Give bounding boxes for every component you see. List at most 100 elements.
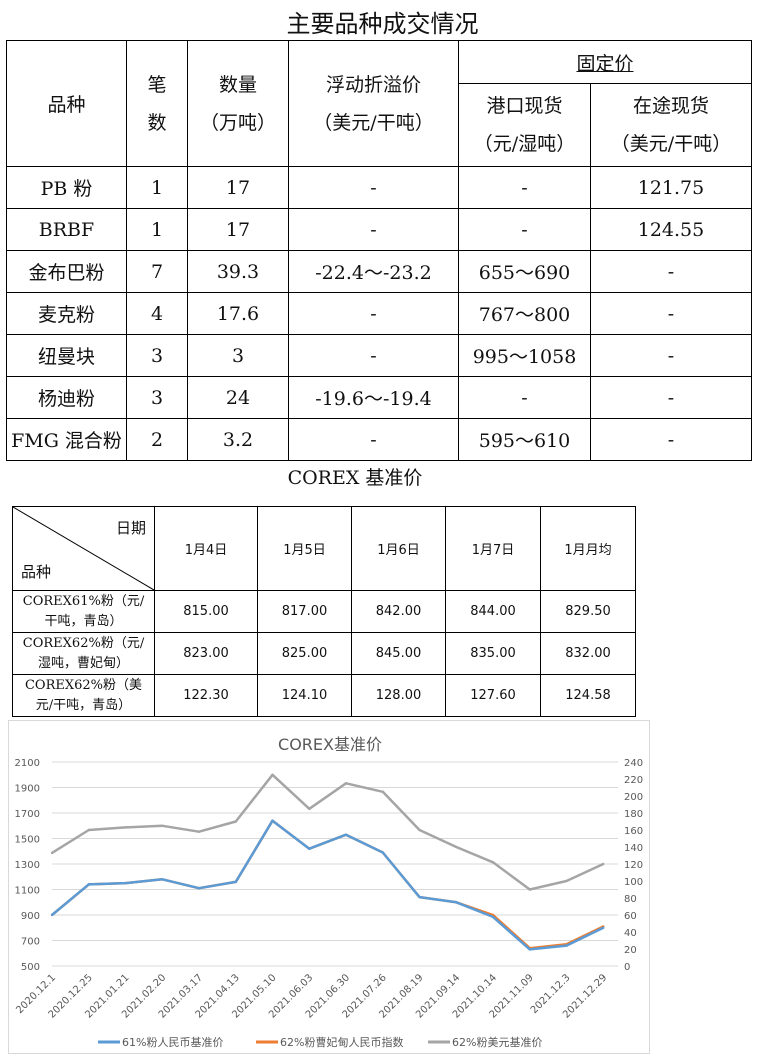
header-port: 港口现货 （元/湿吨）: [458, 83, 591, 167]
y-right-tick: 80: [624, 894, 637, 905]
series-line-2: [51, 773, 604, 891]
table-cell: 1: [126, 208, 188, 251]
table-row: COREX62%粉（美 元/干吨，青岛） 122.30 124.10 128.00 127…: [12, 674, 636, 717]
table-cell: 17: [187, 208, 289, 251]
table-cell: -: [590, 418, 752, 461]
qty-unit: （万吨）: [199, 111, 276, 134]
y-right-tick: 20: [624, 945, 637, 956]
data-point: [124, 826, 127, 829]
table-cell: -: [590, 250, 752, 293]
table-cell: 124.55: [590, 208, 752, 251]
table-row: FMG 混合粉 2 3.2-595～610-: [6, 418, 752, 461]
corner-date: 日期: [115, 519, 146, 537]
y-left-tick: 1500: [15, 835, 40, 846]
data-point: [528, 888, 531, 891]
table-cell: 纽曼块: [6, 334, 127, 377]
row-label-line: COREX62%粉（美: [24, 677, 143, 693]
table-cell: 2: [126, 418, 188, 461]
fixed-label: 固定价: [576, 52, 634, 75]
data-point: [381, 851, 384, 854]
col-header: 1月7日: [445, 506, 541, 591]
y-right-tick: 100: [624, 877, 643, 888]
table-cell: 7: [126, 250, 188, 293]
value-cell: 823.00: [154, 632, 258, 675]
data-point: [491, 915, 495, 919]
data-point: [491, 861, 495, 864]
table-cell: -: [590, 292, 752, 335]
data-point: [271, 819, 274, 822]
table-cell: -: [288, 166, 459, 209]
table-cell: 24: [187, 376, 289, 419]
table-cell: -19.6～-19.4: [288, 376, 459, 419]
row-label-line: 湿吨，曹妃甸）: [37, 655, 129, 671]
row-label: COREX62%粉（元/湿吨，曹妃甸）: [12, 632, 155, 675]
table-cell: 麦克粉: [6, 292, 127, 335]
row-label-line: 干吨，青岛）: [44, 613, 123, 629]
y-left-tick: 900: [21, 911, 40, 922]
y-right-tick: 240: [624, 758, 643, 769]
y-left-tick: 1100: [15, 886, 40, 897]
data-point: [197, 830, 201, 833]
y-right-tick: 220: [624, 775, 643, 786]
value-cell: 127.60: [445, 674, 541, 717]
data-point: [344, 833, 348, 836]
y-right-tick: 120: [624, 860, 643, 871]
y-right-tick: 180: [624, 809, 643, 820]
y-right-tick: 60: [624, 911, 637, 922]
table-cell: 995～1058: [458, 334, 591, 377]
row-label: COREX62%粉（美 元/干吨，青岛）: [12, 674, 155, 717]
table-cell: 655～690: [458, 250, 591, 293]
value-cell: 825.00: [257, 632, 352, 675]
value-cell: 832.00: [540, 632, 636, 675]
table-cell: -: [288, 418, 459, 461]
y-right-tick: 160: [624, 826, 643, 837]
data-point: [161, 824, 164, 827]
value-cell: 815.00: [154, 590, 258, 633]
table-cell: 金布巴粉: [6, 250, 127, 293]
table-cell: 1: [126, 166, 188, 209]
table-cell: 39.3: [187, 250, 289, 293]
table-cell: PB 粉: [6, 166, 127, 209]
y-right-tick: 40: [624, 928, 637, 939]
table-cell: 767～800: [458, 292, 591, 335]
value-cell: 124.10: [257, 674, 352, 717]
data-point: [344, 782, 348, 785]
row-label-line: 元/干吨，青岛）: [35, 697, 132, 713]
table-row: 纽曼块 3 3-995～1058-: [6, 334, 752, 377]
table-cell: -: [288, 334, 459, 377]
table-row: COREX62%粉（元/湿吨，曹妃甸） 823.00 825.00 845.00 835…: [12, 632, 636, 675]
table-cell: 3: [126, 376, 188, 419]
header-float: 浮动折溢价 （美元/干吨）: [288, 40, 459, 167]
y-left-tick: 500: [21, 962, 40, 973]
y-left-tick: 2100: [15, 758, 40, 769]
header-transit: 在途现货 （美元/干吨）: [590, 83, 752, 167]
data-point: [50, 913, 54, 917]
table-cell: 17.6: [187, 292, 289, 335]
data-point: [271, 773, 274, 776]
y-left-tick: 700: [21, 937, 40, 948]
transit-label: 在途现货: [632, 95, 709, 117]
legend-label: 62%粉曹妃甸人民币指数: [280, 1035, 403, 1049]
data-point: [565, 879, 568, 883]
table-cell: 杨迪粉: [6, 376, 127, 419]
legend-label: 61%粉人民币基准价: [122, 1036, 223, 1049]
corex-section-title: COREX 基准价: [287, 467, 423, 489]
value-cell: 842.00: [351, 590, 446, 633]
y-right-tick: 0: [624, 962, 630, 973]
transactions-table: 品种 笔 数 数量 （万吨） 浮动折溢价 （美元/干吨） 固定价 港口现货 （元/湿吨…: [6, 40, 752, 461]
float-unit: （美元/干吨）: [313, 111, 434, 134]
header-qty: 数量 （万吨）: [187, 40, 289, 167]
col-header: 1月6日: [351, 506, 446, 591]
table-cell: -22.4～-23.2: [288, 250, 459, 293]
data-point: [161, 878, 164, 881]
table-cell: -: [288, 208, 459, 251]
corner-cell: 日期 品种: [12, 506, 155, 591]
data-point: [197, 887, 201, 890]
table-cell: -: [458, 376, 591, 419]
table-cell: 3: [187, 334, 289, 377]
data-point: [50, 851, 54, 855]
diagonal-line: [13, 507, 154, 590]
float-label: 浮动折溢价: [325, 73, 421, 96]
data-point: [87, 883, 90, 886]
header-variety: 品种: [6, 40, 127, 167]
